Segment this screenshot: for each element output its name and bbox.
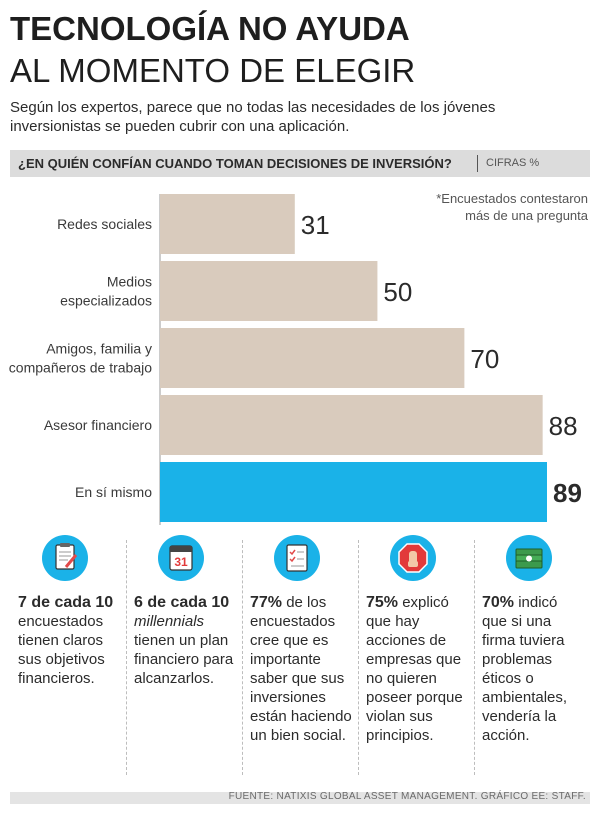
subtitle: Según los expertos, parece que no todas … — [10, 99, 496, 135]
stat-item-4: 75% explicó que hay acciones de empresas… — [366, 535, 470, 775]
stat-italic-2: millennials — [134, 613, 205, 630]
chart-question: ¿EN QUIÉN CONFÍAN CUANDO TOMAN DECISIONE… — [18, 156, 452, 171]
divider — [358, 540, 359, 775]
survey-note: *Encuestados contestaron más de una preg… — [428, 190, 588, 224]
stat-item-3: 77% de los encuestados cree que es impor… — [250, 535, 354, 775]
footer-bar — [10, 792, 590, 804]
stat-text-5: 70% indicó que si una firma tuviera prob… — [482, 593, 586, 745]
stop-hand-icon — [390, 535, 436, 581]
bar-2 — [160, 261, 378, 321]
category-label: Medios especializados — [60, 274, 152, 309]
title-line-1: TECNOLOGÍA NO AYUDA — [10, 10, 410, 47]
bar-value-label: 50 — [383, 277, 412, 307]
clipboard-icon — [42, 535, 88, 581]
divider — [242, 540, 243, 775]
divider — [126, 540, 127, 775]
survey-note-text: *Encuestados contestaron más de una preg… — [436, 191, 588, 223]
divider — [474, 540, 475, 775]
stat-text-2: 6 de cada 10 millennials tienen un plan … — [134, 593, 238, 688]
bar-value-label: 70 — [470, 344, 499, 374]
stat-item-1: 7 de cada 10 encuestados tienen claros s… — [18, 535, 122, 775]
chart-unit: CIFRAS % — [486, 157, 540, 169]
header-divider — [477, 155, 478, 172]
footer-source: FUENTE: NATIXIS GLOBAL ASSET MANAGEMENT.… — [228, 791, 586, 802]
bar-4 — [160, 395, 543, 455]
stat-bold-4: 75% — [366, 594, 399, 611]
chart-header: ¿EN QUIÉN CONFÍAN CUANDO TOMAN DECISIONE… — [10, 150, 590, 177]
bar-value-label: 88 — [549, 411, 578, 441]
stat-rest-1: encuestados tienen claros sus objetivos … — [18, 613, 105, 687]
stat-item-5: 70% indicó que si una firma tuviera prob… — [482, 535, 586, 775]
bar-value-label: 31 — [301, 210, 330, 240]
stat-rest-3: de los encuestados cree que es important… — [250, 594, 352, 744]
category-label: Asesor financiero — [44, 417, 152, 433]
stats-row: 7 de cada 10 encuestados tienen claros s… — [0, 535, 600, 775]
bar-chart: 31 Redes sociales 50 Medios especializados 70… — [9, 194, 582, 525]
stat-rest-4: explicó que hay acciones de empresas que… — [366, 594, 463, 744]
checklist-icon — [274, 535, 320, 581]
stat-bold-5: 70% — [482, 594, 515, 611]
title-line-2: AL MOMENTO DE ELEGIR — [10, 52, 416, 89]
stat-rest-2: tienen un plan financiero para alcanzarl… — [134, 632, 234, 687]
bar-1 — [160, 194, 295, 254]
category-label: Amigos, familia y compañeros de trabajo — [9, 341, 152, 376]
stat-text-3: 77% de los encuestados cree que es impor… — [250, 593, 354, 745]
stat-bold-3: 77% — [250, 594, 283, 611]
stat-rest-5: indicó que si una firma tuviera problema… — [482, 594, 568, 744]
stat-bold-2: 6 de cada 10 — [134, 594, 230, 611]
bar-5 — [160, 462, 547, 522]
category-label: Redes sociales — [57, 216, 152, 232]
stat-text-1: 7 de cada 10 encuestados tienen claros s… — [18, 593, 122, 688]
money-icon — [506, 535, 552, 581]
stat-text-4: 75% explicó que hay acciones de empresas… — [366, 593, 470, 745]
bar-value-label: 89 — [553, 478, 582, 508]
calendar-icon: 31 — [158, 535, 204, 581]
bar-3 — [160, 328, 465, 388]
stat-bold-1: 7 de cada 10 — [18, 594, 114, 611]
calendar-number: 31 — [174, 555, 188, 569]
category-label: En sí mismo — [75, 484, 152, 500]
stat-item-2: 31 6 de cada 10 millennials tienen un pl… — [134, 535, 238, 775]
